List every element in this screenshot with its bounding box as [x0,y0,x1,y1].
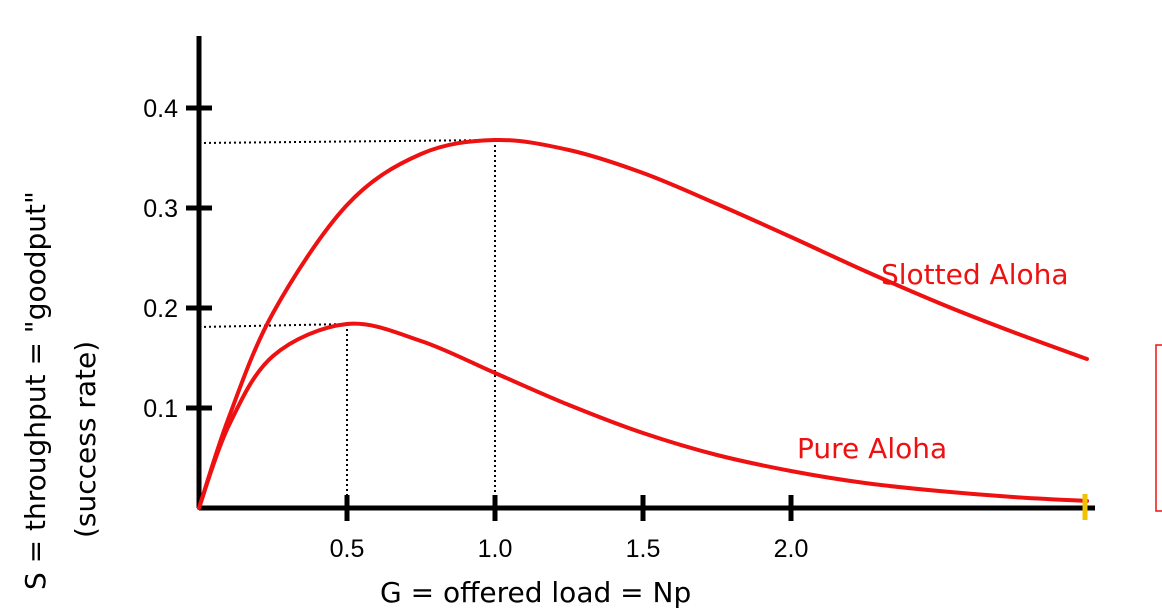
x-tick-label-1.5: 1.5 [626,535,661,563]
reference-line-horizontal-1 [198,139,496,144]
reference-lines [198,139,496,508]
y-tick-label-0.4: 0.4 [143,95,178,123]
series-label-slotted-aloha: Slotted Aloha [881,258,1069,291]
y-axis-title-line1: S = throughput = "goodput" [19,191,52,590]
y-tick-label-0.2: 0.2 [143,295,178,323]
x-tick-label-1.0: 1.0 [478,535,513,563]
x-tick-label-2.0: 2.0 [774,535,809,563]
note-box [1155,344,1162,512]
y-tick-label-0.1: 0.1 [143,395,178,423]
y-axis-title-line2: (success rate) [69,341,102,538]
series-line-slotted-aloha [197,137,1089,510]
x-axis-title: G = offered load = Np [380,576,691,609]
ticks: 0.5 1.0 1.5 2.0 0.1 0.2 0.3 0.4 [143,95,808,563]
series-label-pure-aloha: Pure Aloha [797,432,947,465]
y-tick-label-0.3: 0.3 [143,195,178,223]
series-line-pure-aloha [197,321,1089,510]
x-tick-label-0.5: 0.5 [330,535,365,563]
series-lines [197,137,1089,510]
